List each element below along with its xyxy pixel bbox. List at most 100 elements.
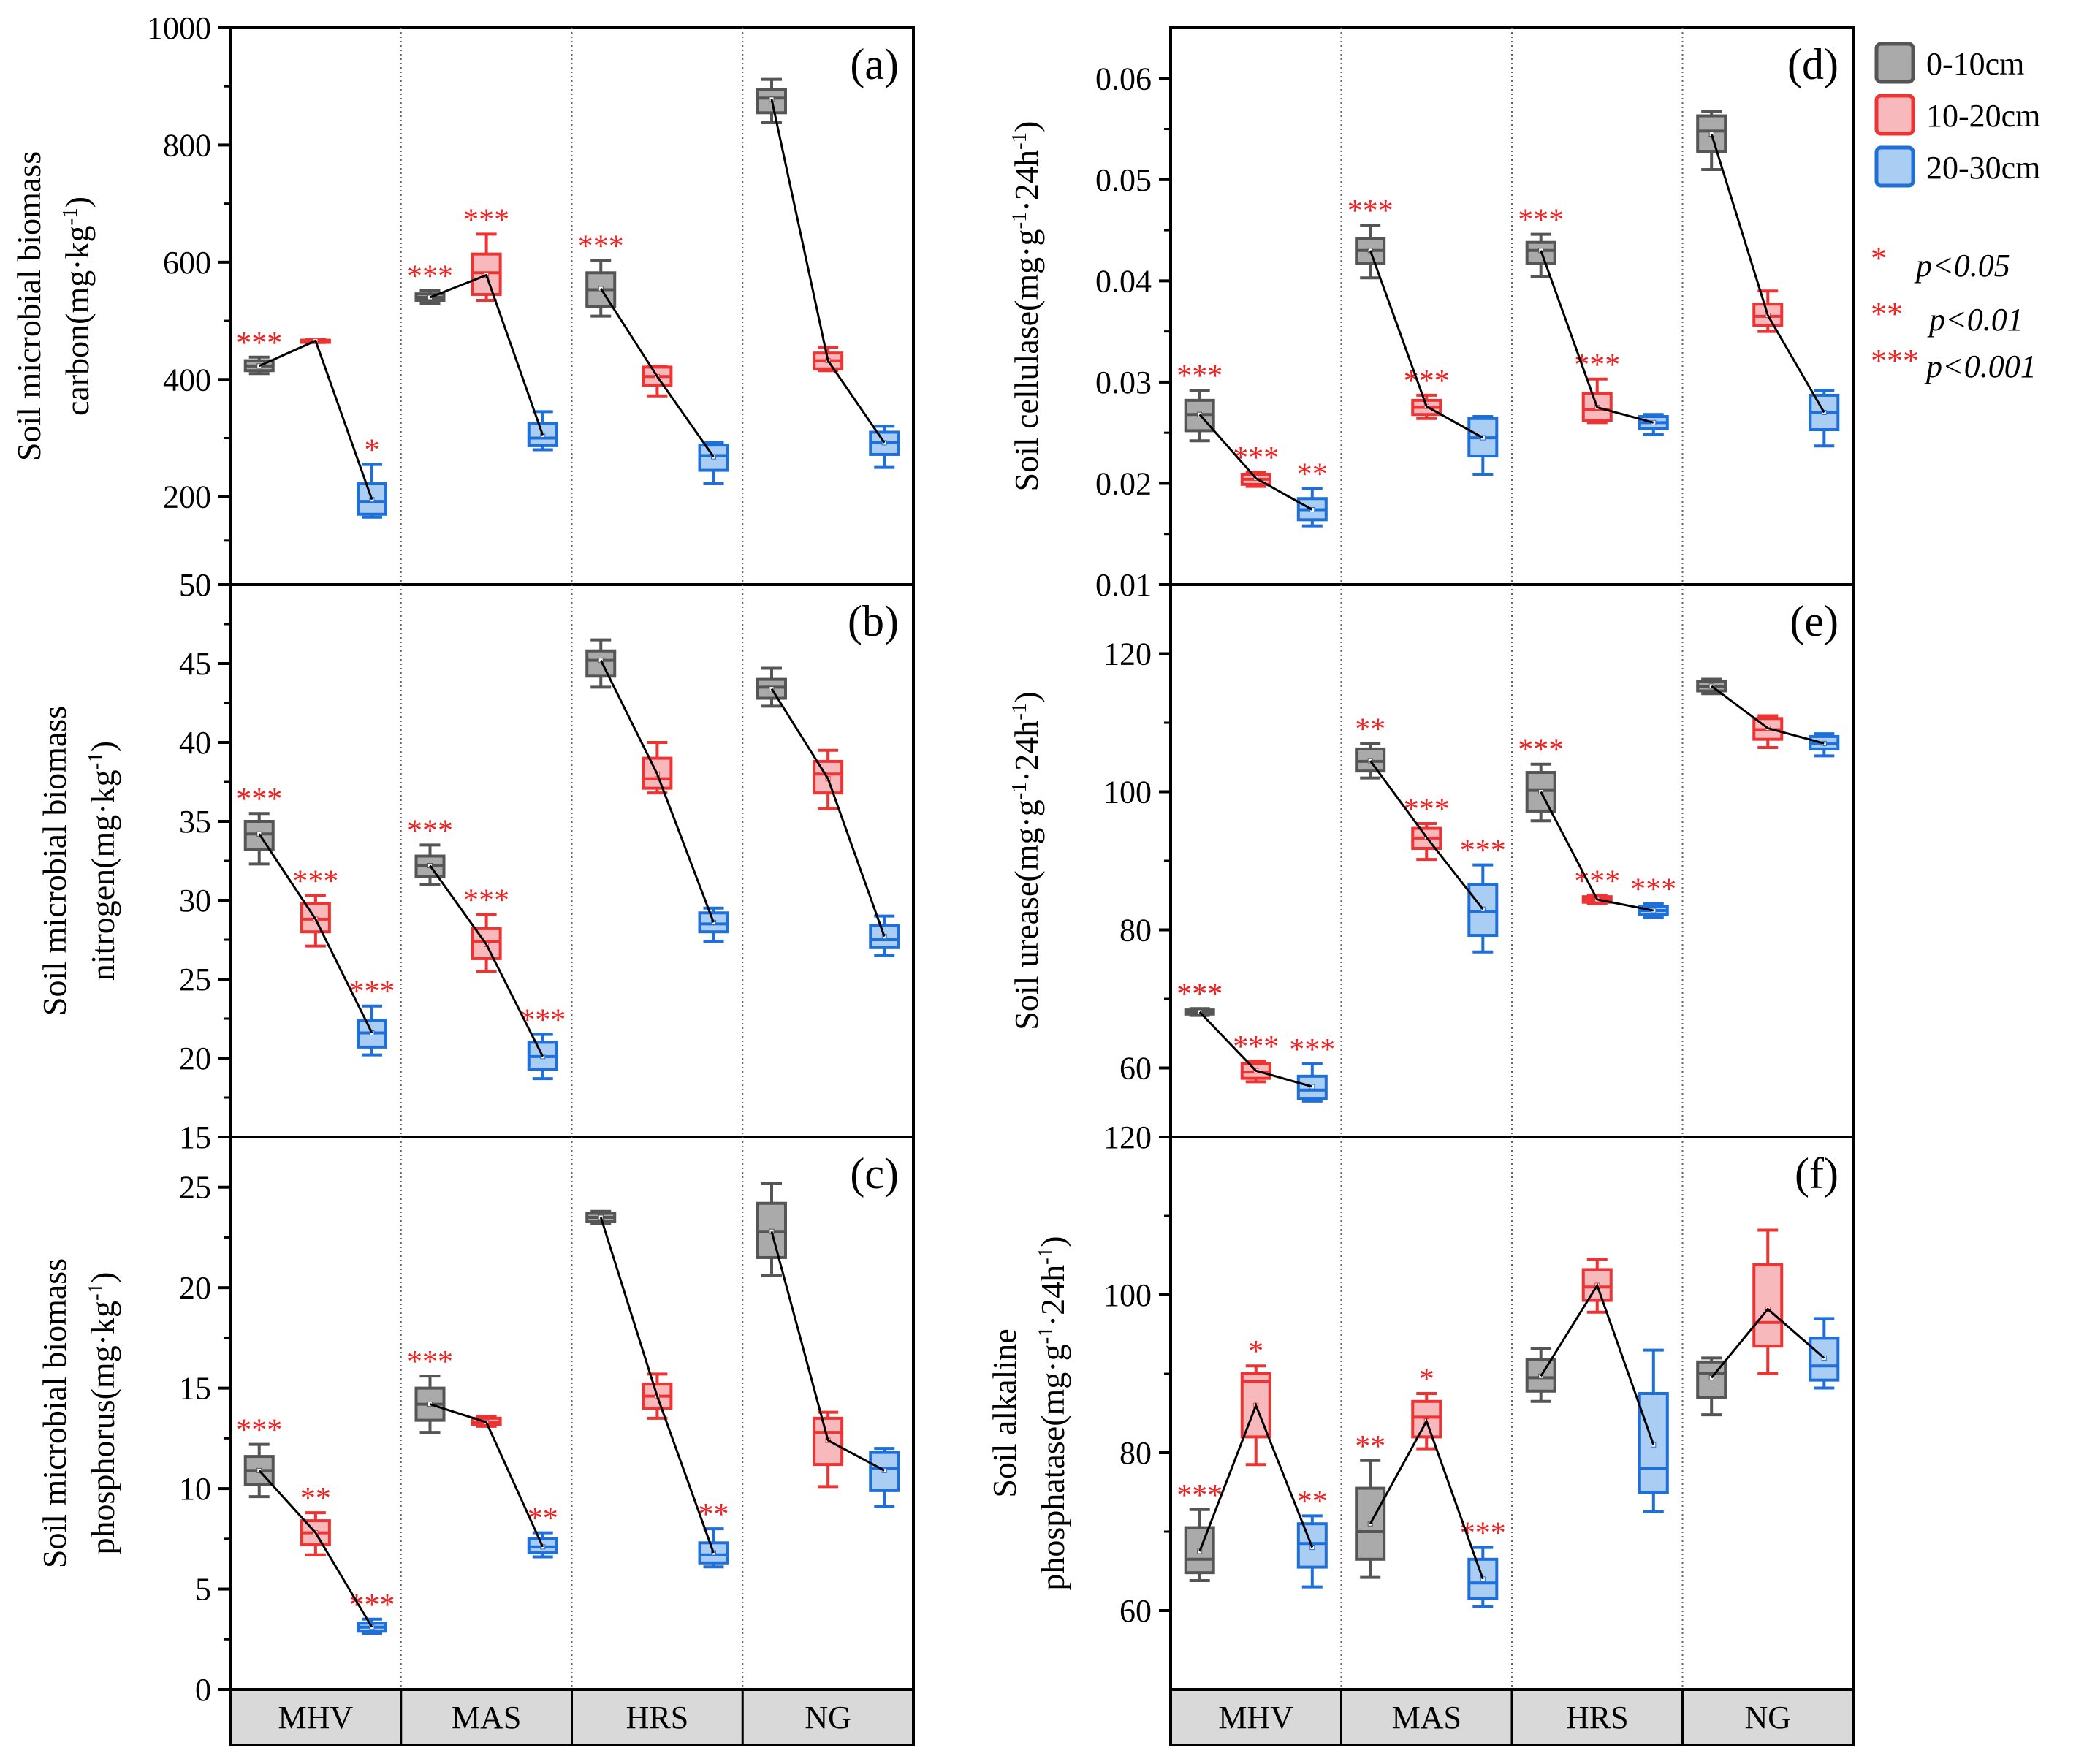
mean-trend-line [1198, 1011, 1313, 1088]
box-MAS-10-20cm: *** [463, 203, 509, 302]
x-category-label: HRS [626, 1700, 689, 1736]
box-MAS-20-30cm: *** [520, 1004, 566, 1081]
y-tick-label: 40 [179, 725, 211, 761]
y-axis-label: phosphatase(mg·g-1·24h-1) [1034, 1236, 1071, 1590]
box-body [1696, 114, 1727, 153]
box-HRS-20-30cm [1638, 413, 1669, 436]
significance-stars: *** [1347, 194, 1393, 228]
mean-trend-line [770, 99, 886, 444]
significance-stars: *** [407, 1345, 453, 1379]
box-MHV-0-10cm: *** [236, 1414, 282, 1499]
legend-sig-label-3: p<0.001 [1924, 349, 2037, 384]
box-MHV-0-10cm: *** [1176, 978, 1223, 1017]
box-NG-10-20cm [1752, 1228, 1784, 1375]
legend-sig-label-2: p<0.01 [1927, 302, 2023, 338]
mean-trend-line [429, 864, 544, 1057]
y-tick-label: 400 [163, 362, 211, 398]
significance-stars: ** [300, 1482, 331, 1516]
y-tick-label: 0.01 [1095, 567, 1152, 603]
significance-stars: *** [349, 1589, 395, 1622]
box-MHV-20-30cm: ** [1296, 457, 1328, 528]
box-body [1809, 1337, 1840, 1382]
box-MAS-0-10cm: *** [407, 814, 453, 886]
box-HRS-10-20cm [642, 741, 673, 795]
significance-stars: *** [1404, 365, 1450, 398]
y-tick-label: 20 [179, 1270, 211, 1306]
y-tick-label: 0.06 [1095, 61, 1152, 96]
legend-label-10-20cm: 10-20cm [1926, 98, 2040, 134]
y-tick-label: 15 [179, 1371, 211, 1407]
box-HRS-10-20cm: *** [1574, 349, 1620, 425]
y-tick-label: 30 [179, 883, 211, 919]
y-tick-label: 1000 [147, 10, 211, 46]
x-category-label: MHV [278, 1700, 354, 1736]
panel-label: (c) [850, 1149, 899, 1198]
significance-stars: *** [1176, 978, 1223, 1011]
box-MHV-20-30cm: ** [1296, 1485, 1328, 1589]
mean-trend-line [770, 688, 886, 938]
mean-trend-line [259, 339, 373, 501]
legend-sig-stars-3: *** [1871, 343, 1919, 379]
y-axis-label: Soil microbial biomass [36, 706, 73, 1016]
panel-label: (b) [848, 597, 899, 645]
y-tick-label: 45 [179, 646, 211, 682]
x-category-label: MAS [452, 1700, 521, 1736]
significance-stars: * [365, 434, 380, 468]
mean-trend-line [770, 1231, 885, 1472]
box-HRS-0-10cm: *** [578, 229, 624, 318]
significance-stars: *** [236, 1414, 282, 1448]
mean-trend-line [1711, 685, 1825, 745]
significance-stars: *** [578, 229, 624, 263]
y-tick-label: 800 [163, 127, 211, 163]
y-tick-label: 25 [179, 962, 211, 997]
box-MHV-0-10cm: *** [1176, 1479, 1223, 1582]
mean-trend-line [429, 273, 544, 436]
panel-label: (a) [850, 40, 899, 88]
significance-stars: *** [1176, 360, 1223, 393]
y-tick-label: 60 [1119, 1593, 1152, 1629]
box-MHV-0-10cm: *** [236, 327, 282, 376]
box-MHV-10-20cm: *** [292, 865, 338, 948]
panel-c: 0 5 10 15 20 25 Soil microbial biomass phosphor… [36, 1136, 915, 1746]
significance-stars: ** [1355, 712, 1385, 746]
y-axis-label: Soil urease(mg·g-1·24h-1) [1008, 691, 1045, 1030]
box-body [1184, 1526, 1215, 1575]
y-tick-label: 50 [179, 567, 211, 603]
box-body [813, 1416, 844, 1467]
y-tick-label: 100 [1103, 1277, 1152, 1313]
box-MAS-20-30cm [1467, 415, 1499, 476]
y-tick-label: 25 [179, 1170, 211, 1206]
panel-label: (d) [1787, 40, 1839, 88]
y-axis-label: Soil microbial biomass [10, 151, 47, 461]
box-HRS-20-30cm [698, 441, 729, 486]
box-NG-20-30cm [1809, 388, 1840, 448]
y-axis-label: phosphorus(mg·kg-1) [84, 1271, 121, 1554]
mean-trend-line [1711, 1307, 1825, 1379]
y-tick-label: 0.05 [1095, 162, 1152, 198]
significance-stars: * [1248, 1335, 1263, 1369]
y-tick-label: 15 [179, 1119, 211, 1155]
mean-trend-line [1540, 250, 1654, 424]
y-tick-label: 35 [179, 804, 211, 840]
y-tick-label: 0.02 [1095, 465, 1152, 501]
mean-trend-line [599, 288, 715, 458]
box-HRS-20-30cm [698, 906, 729, 943]
mean-trend-line [1710, 134, 1825, 414]
y-tick-label: 50 [179, 567, 211, 603]
box-NG-0-10cm [756, 77, 787, 124]
panel-a: 50 200 400 600 800 1000 Soil microbial biomass… [10, 10, 915, 603]
mean-trend-line [1369, 760, 1484, 910]
box-body [1581, 1268, 1613, 1302]
box-MAS-20-30cm [527, 410, 558, 452]
box-HRS-20-30cm [1638, 1348, 1669, 1513]
panel-f: 60 80 100 120 Soil alkaline phosphatase(mg·g-… [986, 1119, 1855, 1746]
box-body [1752, 1263, 1784, 1348]
box-NG-20-30cm [869, 425, 900, 469]
y-axis-label: Soil alkaline [986, 1328, 1023, 1497]
significance-stars: *** [407, 259, 453, 293]
y-tick-label: 0.03 [1095, 365, 1152, 400]
box-MHV-0-10cm: *** [236, 783, 282, 866]
significance-stars: *** [1289, 1033, 1335, 1067]
